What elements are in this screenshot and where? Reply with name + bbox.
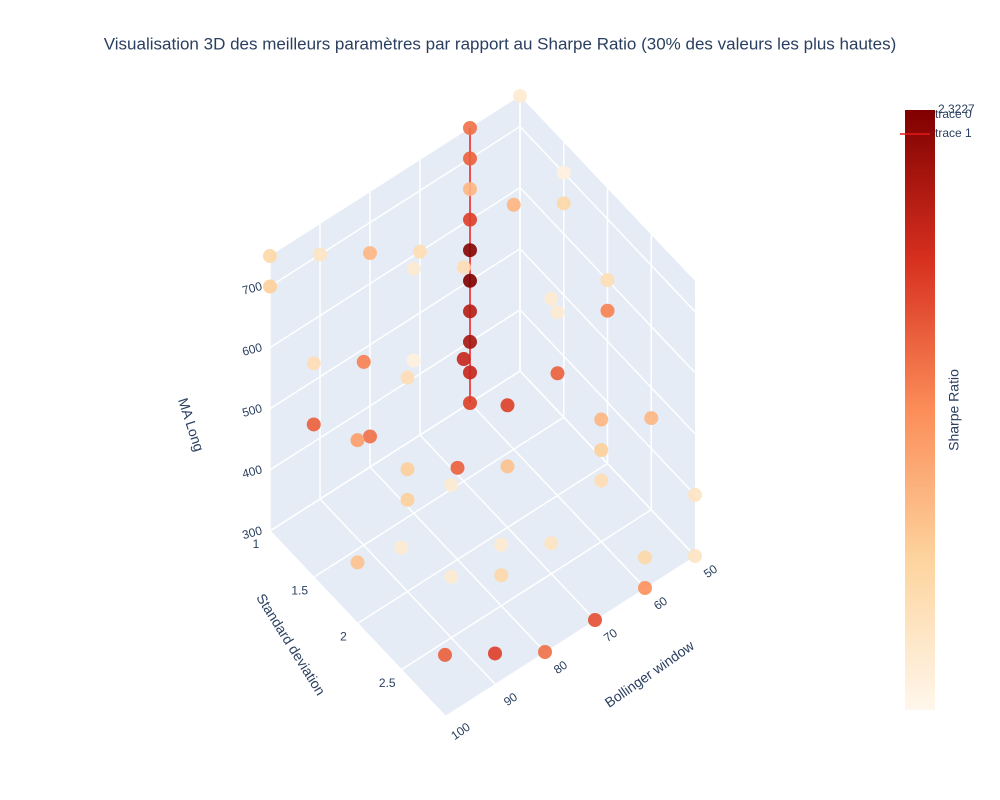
point <box>400 370 415 385</box>
point <box>456 352 471 367</box>
z-axis-title: MA Long <box>175 396 207 454</box>
point <box>688 549 702 563</box>
x-tick-label: 90 <box>501 690 520 709</box>
y-axis-title: Standard deviation <box>253 591 328 699</box>
z-tick-label: 500 <box>241 401 264 420</box>
point <box>406 353 421 368</box>
point <box>494 568 509 583</box>
y-tick-label: 1 <box>253 537 260 551</box>
point <box>500 398 515 413</box>
point <box>463 273 477 288</box>
x-tick-label: 100 <box>448 720 473 743</box>
grid-line <box>400 509 652 671</box>
point <box>638 550 652 565</box>
point <box>463 182 477 197</box>
z-tick-label: 600 <box>241 340 264 359</box>
chart-title: Visualisation 3D des meilleurs paramètre… <box>104 34 896 53</box>
point <box>350 555 365 570</box>
point <box>456 260 471 275</box>
point <box>594 443 609 458</box>
grid-line <box>519 126 696 313</box>
grid-line <box>313 416 565 578</box>
point <box>644 411 659 426</box>
point <box>400 462 415 477</box>
grid-line <box>519 248 696 435</box>
point <box>488 646 502 661</box>
point <box>306 356 321 371</box>
point <box>600 303 615 318</box>
point <box>550 305 565 320</box>
point <box>463 121 477 135</box>
colorbar <box>905 110 935 710</box>
point <box>556 196 571 211</box>
point <box>506 197 521 212</box>
point <box>263 249 277 263</box>
y-tick-label: 2.5 <box>379 676 396 690</box>
x-axis-title: Bollinger window <box>602 637 698 711</box>
point <box>438 647 452 662</box>
point <box>363 246 377 261</box>
y-tick-label: 1.5 <box>291 583 308 597</box>
point <box>556 165 571 180</box>
point <box>594 412 609 427</box>
grid-line <box>269 309 521 471</box>
colorbar-title: Sharpe Ratio <box>946 369 962 451</box>
point <box>350 433 365 448</box>
y-tick-label: 2 <box>340 630 347 644</box>
grid-line <box>357 462 608 625</box>
point <box>550 366 565 381</box>
point <box>500 459 515 474</box>
point <box>394 540 409 555</box>
grid-line <box>269 125 521 288</box>
point <box>544 536 559 551</box>
point <box>444 477 459 492</box>
point <box>400 492 415 507</box>
point <box>463 151 477 166</box>
point <box>494 537 509 552</box>
z-tick-label: 300 <box>241 523 264 542</box>
back-left-pane <box>270 96 520 531</box>
point <box>363 429 377 444</box>
grid-line <box>519 309 696 496</box>
z-tick-label: 400 <box>241 462 264 481</box>
point <box>463 334 477 349</box>
point <box>406 261 421 276</box>
point <box>513 89 527 103</box>
colorbar-max-label: 2.3227 <box>938 102 975 116</box>
legend-label: trace 1 <box>935 126 972 140</box>
point <box>263 279 277 294</box>
z-tick-label: 700 <box>241 279 264 298</box>
grid-line <box>269 187 521 349</box>
x-tick-label: 70 <box>601 626 620 645</box>
point <box>306 417 321 432</box>
point <box>538 645 552 659</box>
point <box>463 304 477 319</box>
point <box>638 581 652 595</box>
point <box>463 212 477 227</box>
point <box>463 396 477 410</box>
point <box>594 473 609 488</box>
point <box>544 291 559 306</box>
point <box>463 365 477 380</box>
point <box>356 354 371 369</box>
point <box>600 273 615 288</box>
legend-label: trace 0 <box>935 107 972 121</box>
point <box>463 243 477 258</box>
x-tick-label: 50 <box>701 562 720 581</box>
x-tick-label: 60 <box>651 594 670 613</box>
point <box>588 613 602 627</box>
point <box>450 460 465 475</box>
point <box>444 569 459 584</box>
grid-line <box>269 370 521 532</box>
grid-line <box>269 248 521 410</box>
point <box>413 244 427 259</box>
grid-line <box>519 370 696 557</box>
point <box>313 247 327 262</box>
x-tick-label: 80 <box>551 658 570 677</box>
point <box>688 487 702 502</box>
